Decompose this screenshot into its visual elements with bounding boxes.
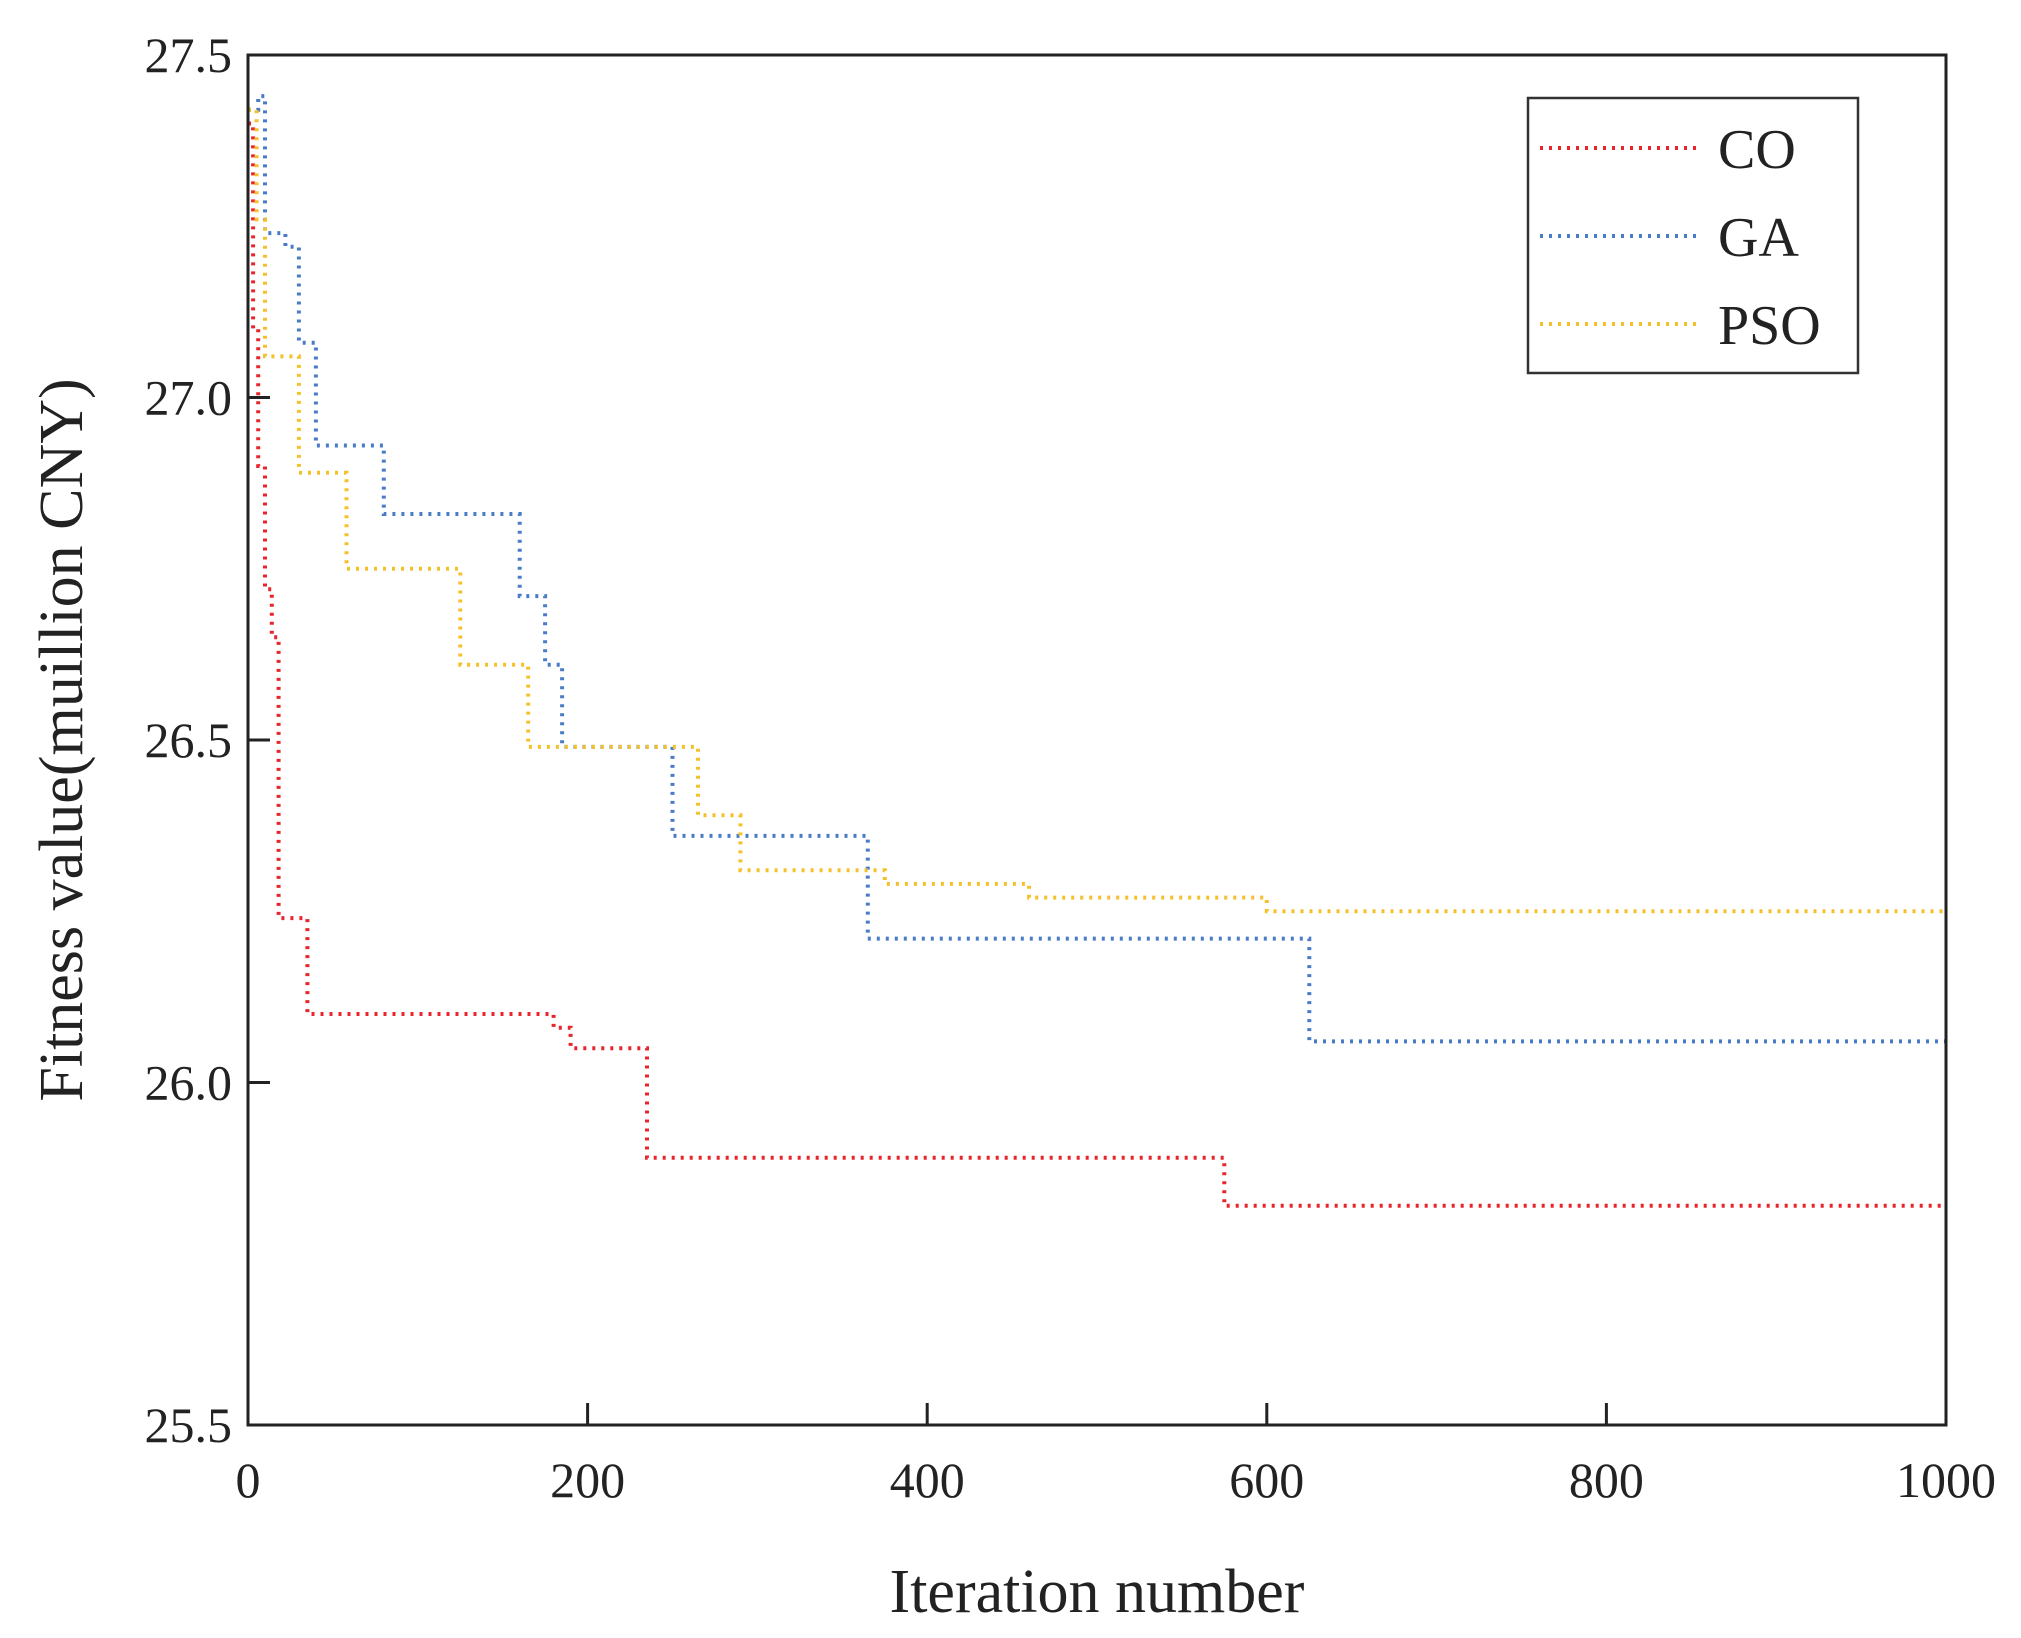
series-line-co	[248, 121, 1946, 1208]
y-tick-label: 26.0	[145, 1055, 233, 1111]
y-tick-label: 27.0	[145, 370, 233, 426]
x-axis-title: Iteration number	[890, 1558, 1305, 1626]
x-tick-label: 600	[1229, 1452, 1304, 1508]
legend-label-pso: PSO	[1718, 295, 1821, 357]
x-tick-label: 0	[236, 1452, 261, 1508]
series-layer	[248, 94, 1946, 1208]
legend-label-ga: GA	[1718, 207, 1799, 269]
series-line-ga	[248, 94, 1946, 1044]
ticks-layer: 0 200 400 600 800 1000 25.5 26.0 26.5 27.0 27.5	[145, 27, 1997, 1508]
x-tick-label: 1000	[1896, 1452, 1996, 1508]
series-line-pso	[248, 107, 1946, 914]
x-tick-label: 400	[890, 1452, 965, 1508]
y-axis-title: Fitness value(muillion CNY)	[28, 378, 96, 1101]
legend-label-co: CO	[1718, 119, 1796, 181]
x-tick-label: 800	[1569, 1452, 1644, 1508]
y-tick-label: 26.5	[145, 712, 233, 768]
y-tick-label: 27.5	[145, 27, 233, 83]
legend: CO GA PSO	[1526, 96, 1860, 375]
x-tick-label: 200	[550, 1452, 625, 1508]
y-tick-label: 25.5	[145, 1397, 233, 1453]
